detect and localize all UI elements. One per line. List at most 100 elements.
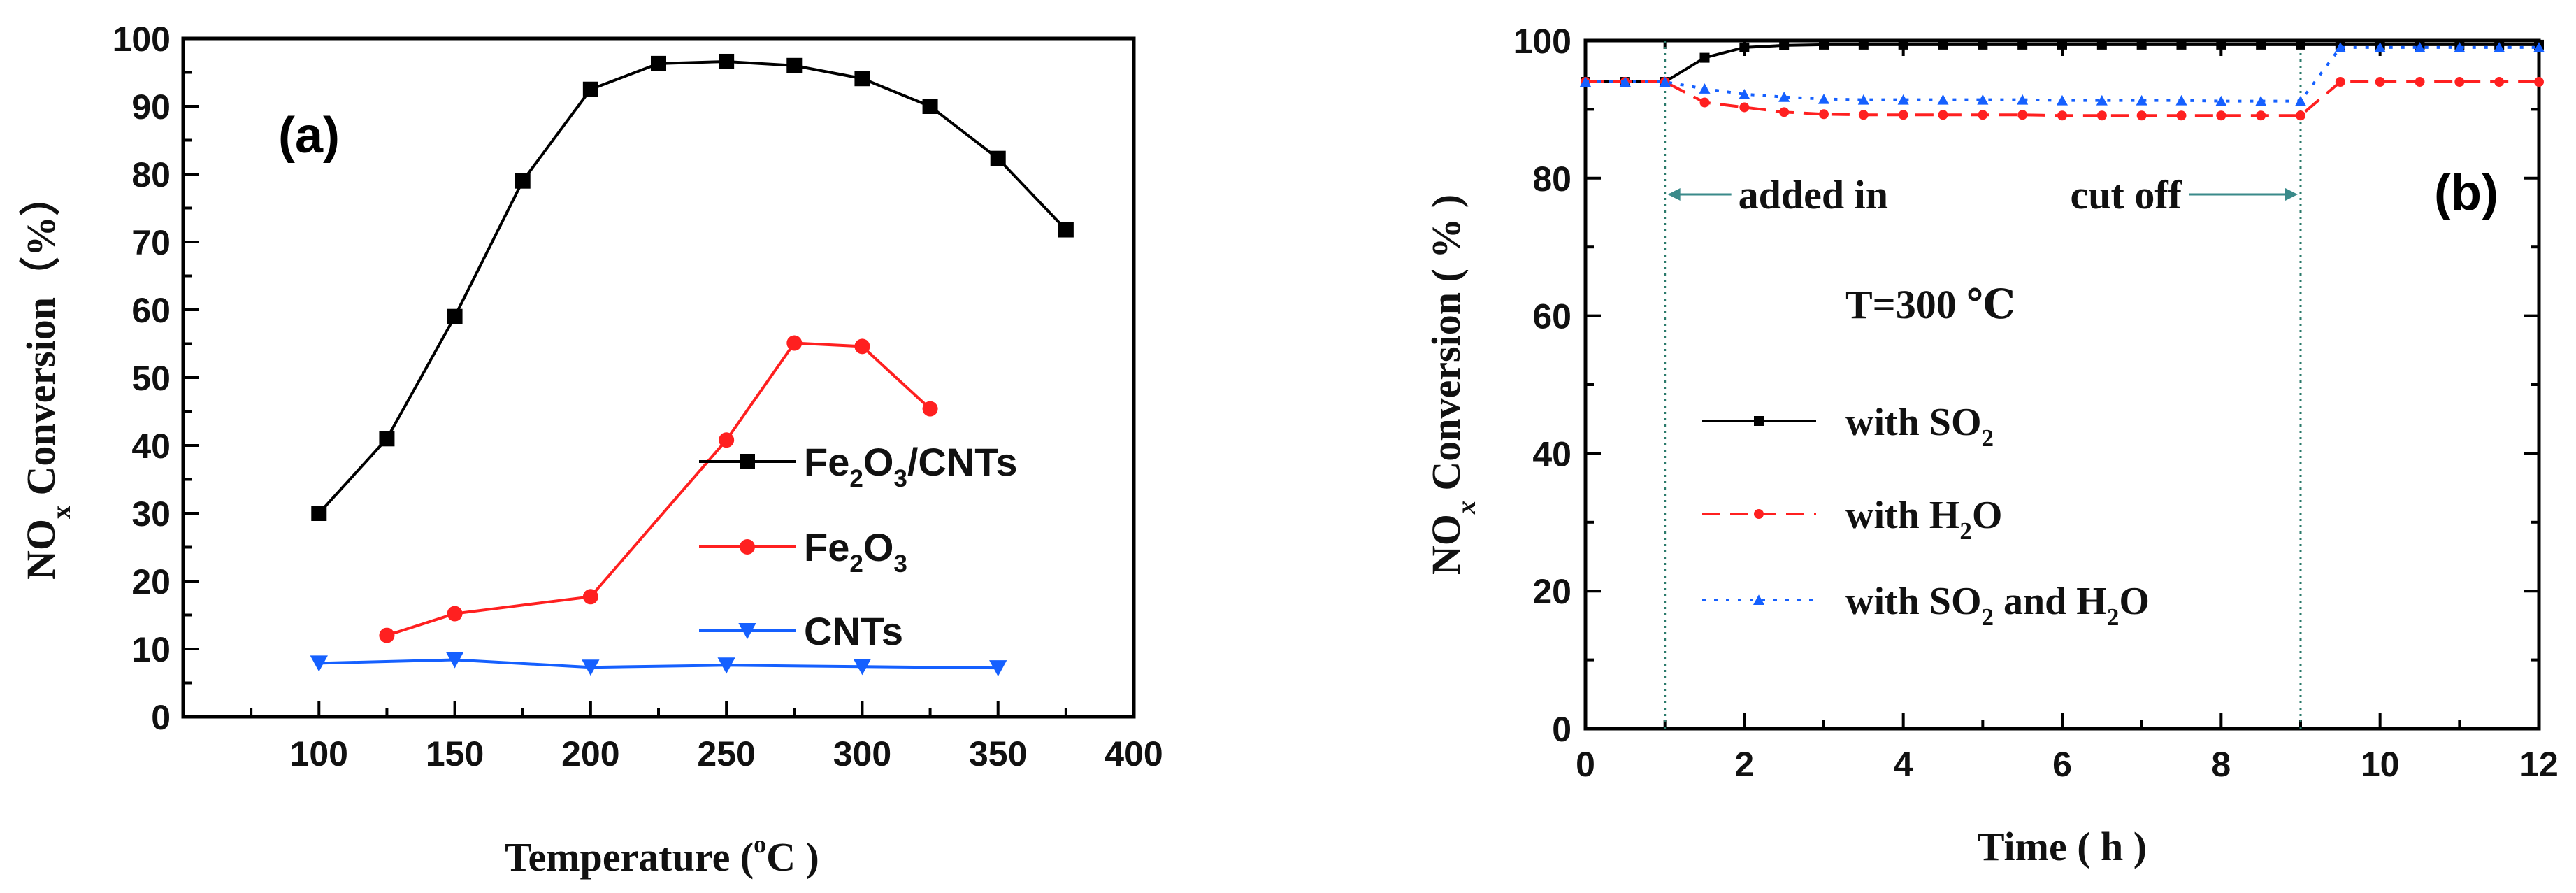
data-point-b — [1938, 39, 1948, 50]
data-point-b — [1778, 91, 1790, 102]
data-point-b — [1857, 94, 1869, 105]
data-point-b — [1739, 102, 1750, 113]
legend-marker-b — [1754, 416, 1764, 426]
data-point-a — [989, 660, 1007, 677]
data-point-a — [922, 99, 938, 114]
data-point-a — [310, 655, 328, 672]
y-tick-label-b: 100 — [1513, 22, 1571, 61]
data-point-b — [1938, 110, 1948, 120]
legend-marker-a — [740, 539, 755, 555]
data-point-b — [2415, 77, 2425, 87]
data-point-b — [1619, 76, 1631, 87]
data-point-b — [2335, 77, 2345, 87]
data-point-b — [2334, 42, 2346, 52]
data-point-b — [2256, 110, 2266, 121]
data-point-b — [2216, 39, 2226, 50]
y-tick-label-b: 60 — [1532, 297, 1571, 336]
y-tick-label-a: 90 — [131, 87, 171, 127]
x-axis-title-b: Time ( h ) — [1978, 824, 2147, 869]
panel-label-a: (a) — [278, 108, 340, 164]
data-point-b — [2057, 110, 2067, 121]
y-axis-title-b: NOx Conversion ( % ) — [1423, 194, 1481, 575]
data-point-b — [1858, 39, 1869, 50]
data-point-a — [515, 173, 531, 189]
temperature-label: T=300 ℃ — [1845, 282, 2015, 327]
x-tick-label-a: 400 — [1104, 734, 1163, 773]
y-tick-label-a: 10 — [131, 630, 171, 669]
data-point-b — [2533, 42, 2545, 52]
data-point-b — [1978, 110, 1988, 120]
data-point-b — [2256, 39, 2266, 50]
series-line-a — [317, 59, 1067, 515]
legend-marker-a — [740, 454, 755, 469]
y-axis-title-a: NOx Conversion（%） — [18, 176, 76, 580]
data-point-b — [1937, 94, 1949, 105]
x-tick-label-b: 4 — [1894, 745, 1913, 784]
data-point-b — [2096, 39, 2107, 50]
x-tick-label-b: 10 — [2361, 745, 2400, 784]
data-point-b — [2296, 39, 2305, 50]
x-tick-label-a: 250 — [697, 734, 755, 773]
y-tick-label-a: 80 — [131, 155, 171, 194]
data-point-b — [1818, 93, 1830, 104]
added-in-arrowhead — [1667, 188, 1681, 201]
data-point-a — [719, 53, 735, 69]
data-point-a — [1058, 222, 1074, 238]
data-point-a — [311, 506, 327, 521]
data-point-a — [582, 81, 598, 97]
plot-frame-b — [1583, 38, 2541, 731]
data-point-a — [786, 57, 803, 73]
data-point-b — [2017, 110, 2028, 120]
data-point-b — [2216, 110, 2226, 121]
data-point-b — [1739, 42, 1750, 52]
data-point-b — [2096, 110, 2107, 121]
legend-label-b: with H2​O — [1845, 494, 2002, 545]
legend-label-a: CNTs — [804, 609, 903, 653]
data-point-b — [2096, 94, 2108, 106]
cut-off-label: cut off — [2071, 172, 2182, 217]
panel-label-b: (b) — [2434, 165, 2498, 221]
data-point-b — [1819, 109, 1829, 120]
y-tick-label-a: 0 — [151, 698, 171, 737]
data-point-b — [2494, 42, 2505, 52]
legend-marker-b — [1754, 509, 1764, 519]
data-point-b — [1699, 52, 1710, 63]
y-tick-label-a: 30 — [131, 494, 171, 534]
data-point-b — [2294, 95, 2307, 106]
legend-label-a: Fe2​O3 — [804, 525, 907, 578]
data-point-b — [2136, 110, 2147, 121]
added-in-label: added in — [1739, 172, 1888, 217]
y-tick-label-a: 50 — [131, 359, 171, 398]
data-point-b — [2414, 42, 2426, 52]
y-tick-label-a: 70 — [131, 223, 171, 262]
data-point-b — [2057, 39, 2067, 50]
data-point-b — [1977, 94, 1989, 105]
legend-label-a: Fe2​O3​/CNTs — [804, 440, 1018, 492]
data-point-a — [582, 659, 600, 676]
data-point-b — [1779, 40, 1790, 50]
data-point-b — [1659, 76, 1671, 87]
cut-off-arrowhead — [2285, 188, 2298, 201]
data-point-b — [2255, 95, 2267, 106]
x-tick-label-a: 100 — [290, 734, 348, 773]
data-point-b — [1739, 89, 1750, 99]
data-point-b — [2454, 77, 2465, 87]
data-point-a — [922, 401, 938, 417]
legend-label-b: with SO2 — [1845, 401, 1994, 452]
data-point-a — [582, 589, 598, 605]
x-axis-title-a: Temperature (oC ) — [505, 830, 819, 880]
data-point-a — [854, 338, 870, 355]
data-point-b — [2494, 77, 2505, 87]
data-point-a — [854, 71, 870, 87]
series-line-a — [319, 658, 998, 670]
data-point-a — [990, 150, 1006, 166]
data-point-b — [2176, 39, 2187, 50]
data-point-a — [786, 335, 803, 351]
data-point-a — [719, 432, 735, 448]
data-point-b — [2534, 77, 2544, 87]
data-point-a — [445, 652, 464, 669]
y-tick-label-a: 20 — [131, 562, 171, 601]
y-tick-label-a: 100 — [113, 20, 171, 59]
